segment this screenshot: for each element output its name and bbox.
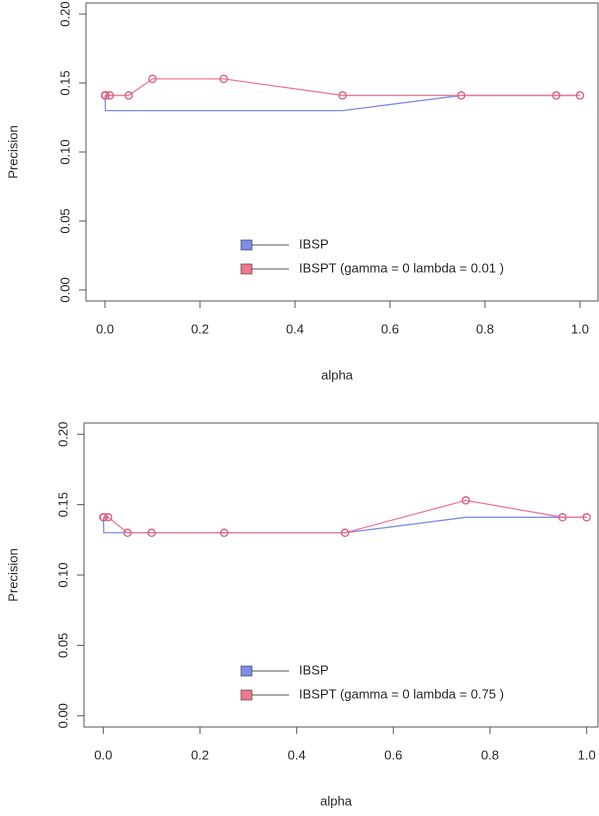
y-tick-label: 0.10: [57, 139, 72, 164]
y-tick-label: 0.10: [55, 562, 70, 587]
point: [552, 91, 561, 100]
legend-label: IBSP: [299, 662, 329, 677]
plot-box: [85, 2, 599, 302]
point: [123, 528, 132, 538]
y-axis-title: Precision: [5, 548, 20, 601]
y-tick-label: 0.15: [55, 492, 70, 517]
point: [124, 91, 134, 100]
x-tick-label: 0.2: [191, 321, 209, 336]
x-tick-label: 0.6: [384, 747, 402, 762]
y-tick-label: 0.00: [57, 277, 72, 302]
y-tick-label: 0.00: [55, 703, 70, 728]
legend-swatch: [240, 239, 253, 251]
x-axis-title: alpha: [321, 367, 354, 382]
x-tick-label: 1.0: [571, 321, 589, 336]
point: [103, 513, 113, 522]
x-tick-label: 0.4: [288, 747, 306, 762]
legend-label: IBSP: [299, 236, 329, 251]
series-line: [104, 94, 580, 112]
series-line: [105, 78, 580, 97]
legend-swatch: [240, 263, 253, 275]
series-line: [103, 499, 587, 534]
x-tick-label: 0.8: [476, 321, 494, 336]
x-tick-label: 0.8: [481, 747, 499, 762]
x-axis-title: alpha: [320, 793, 353, 808]
legend-swatch: [240, 689, 253, 701]
legend-label: IBSPT (gamma = 0 lambda = 0.01 ): [299, 260, 504, 275]
point: [105, 91, 115, 100]
point: [558, 513, 567, 522]
x-tick-label: 0.6: [381, 321, 399, 336]
point: [219, 528, 229, 538]
point: [575, 91, 585, 100]
point: [219, 74, 228, 84]
legend-label: IBSPT (gamma = 0 lambda = 0.75 ): [299, 686, 504, 701]
point: [582, 513, 591, 522]
x-tick-label: 1.0: [578, 747, 596, 762]
x-tick-label: 0.0: [94, 747, 112, 762]
point: [456, 91, 466, 100]
point: [338, 91, 347, 100]
point: [147, 528, 156, 538]
series-line: [102, 516, 587, 534]
y-tick-label: 0.05: [55, 633, 70, 658]
point: [461, 496, 471, 505]
y-tick-label: 0.15: [57, 70, 72, 95]
point: [340, 528, 350, 538]
point: [99, 513, 109, 522]
x-tick-label: 0.2: [191, 747, 209, 762]
y-tick-label: 0.05: [57, 208, 72, 233]
y-tick-label: 0.20: [57, 1, 72, 26]
x-tick-label: 0.0: [96, 321, 114, 336]
y-tick-label: 0.20: [55, 422, 70, 447]
plot-box: [83, 422, 599, 728]
point: [101, 91, 110, 100]
x-tick-label: 0.4: [286, 321, 304, 336]
point: [148, 74, 157, 84]
y-axis-title: Precision: [5, 125, 20, 178]
legend-swatch: [240, 665, 253, 677]
